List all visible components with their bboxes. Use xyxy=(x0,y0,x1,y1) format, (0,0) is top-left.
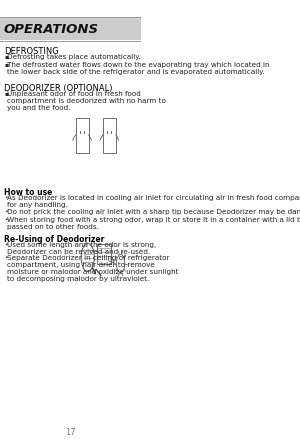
Text: DEODORIZER (OPTIONAL): DEODORIZER (OPTIONAL) xyxy=(4,84,112,92)
Text: Used some length and the odor is strong,
Deodorizer can be revived and re-used.: Used some length and the odor is strong,… xyxy=(7,242,156,254)
Text: OPERATIONS: OPERATIONS xyxy=(4,22,99,36)
Text: Separate Deodorizer in ceiling of refrigerator
compartment, using hair drier to : Separate Deodorizer in ceiling of refrig… xyxy=(7,255,178,282)
Text: Re-Using of Deodorizer: Re-Using of Deodorizer xyxy=(4,235,104,243)
Text: ▪: ▪ xyxy=(4,54,8,59)
Text: As Deodorizer is located in cooling air inlet for circulating air in fresh food : As Deodorizer is located in cooling air … xyxy=(7,195,300,208)
Text: DEFROSTING: DEFROSTING xyxy=(4,47,58,56)
Text: Defrosting takes place automatically.: Defrosting takes place automatically. xyxy=(7,54,141,60)
Text: Unpleasant odor of food in fresh food
compartment is deodorized with no harm to
: Unpleasant odor of food in fresh food co… xyxy=(7,91,166,110)
Text: 17: 17 xyxy=(65,428,76,436)
Text: Do not prick the cooling air inlet with a sharp tip because Deodorizer may be da: Do not prick the cooling air inlet with … xyxy=(7,209,300,215)
FancyBboxPatch shape xyxy=(0,18,141,40)
Text: •: • xyxy=(4,195,8,200)
Text: ▪: ▪ xyxy=(4,91,8,95)
Text: •: • xyxy=(4,255,8,260)
Text: •: • xyxy=(4,242,8,246)
Text: •: • xyxy=(4,209,8,214)
Text: The defrosted water flows down to the evaporating tray which located in
the lowe: The defrosted water flows down to the ev… xyxy=(7,62,269,75)
Text: •: • xyxy=(4,216,8,222)
Text: ▪: ▪ xyxy=(4,62,8,67)
Text: When storing food with a strong odor, wrap it or store it in a container with a : When storing food with a strong odor, wr… xyxy=(7,216,300,230)
Text: How to use: How to use xyxy=(4,188,52,197)
